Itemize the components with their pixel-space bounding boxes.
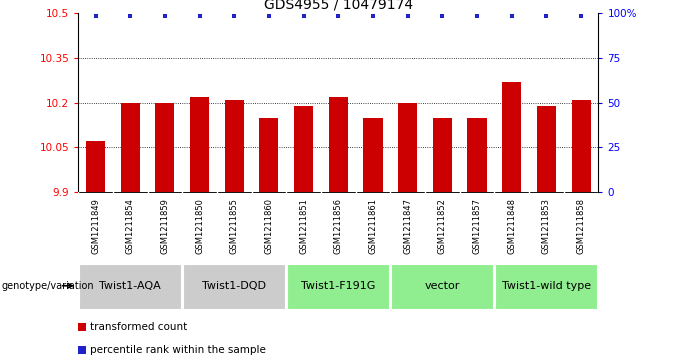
Bar [224, 99, 244, 192]
Bar [190, 97, 209, 192]
Bar [79, 264, 182, 310]
Text: GSM1211854: GSM1211854 [126, 198, 135, 254]
Bar [398, 103, 418, 192]
Text: Twist1-AQA: Twist1-AQA [99, 281, 161, 291]
Bar [467, 118, 487, 192]
Text: GSM1211847: GSM1211847 [403, 198, 412, 254]
Bar [391, 264, 494, 310]
Point [506, 13, 517, 19]
Point [228, 13, 239, 19]
Point [298, 13, 309, 19]
Text: genotype/variation: genotype/variation [1, 281, 94, 291]
Point [124, 13, 135, 19]
Text: GSM1211855: GSM1211855 [230, 198, 239, 254]
Text: GSM1211848: GSM1211848 [507, 198, 516, 254]
Bar [537, 106, 556, 192]
Text: GSM1211853: GSM1211853 [542, 198, 551, 254]
Text: transformed count: transformed count [90, 322, 187, 333]
Text: GSM1211859: GSM1211859 [160, 198, 169, 254]
Bar [78, 323, 86, 331]
Bar [363, 118, 383, 192]
Point [437, 13, 447, 19]
Bar [120, 103, 140, 192]
Title: GDS4955 / 10479174: GDS4955 / 10479174 [264, 0, 413, 12]
Point [90, 13, 101, 19]
Bar [259, 118, 279, 192]
Point [263, 13, 274, 19]
Text: Twist1-F191G: Twist1-F191G [301, 281, 375, 291]
Point [402, 13, 413, 19]
Text: GSM1211858: GSM1211858 [577, 198, 585, 254]
Point [333, 13, 343, 19]
Text: GSM1211856: GSM1211856 [334, 198, 343, 254]
Bar [495, 264, 598, 310]
Text: vector: vector [424, 281, 460, 291]
Bar [287, 264, 390, 310]
Text: GSM1211852: GSM1211852 [438, 198, 447, 254]
Text: percentile rank within the sample: percentile rank within the sample [90, 345, 266, 355]
Text: GSM1211861: GSM1211861 [369, 198, 377, 254]
Point [367, 13, 378, 19]
Bar [183, 264, 286, 310]
Bar [78, 346, 86, 354]
Bar [328, 97, 348, 192]
Point [541, 13, 551, 19]
Text: GSM1211849: GSM1211849 [91, 198, 100, 254]
Text: Twist1-wild type: Twist1-wild type [502, 281, 591, 291]
Bar [571, 99, 591, 192]
Bar [502, 82, 522, 192]
Point [194, 13, 205, 19]
Point [575, 13, 586, 19]
Bar [155, 103, 175, 192]
Text: GSM1211851: GSM1211851 [299, 198, 308, 254]
Text: Twist1-DQD: Twist1-DQD [202, 281, 267, 291]
Text: GSM1211857: GSM1211857 [473, 198, 481, 254]
Text: GSM1211850: GSM1211850 [195, 198, 204, 254]
Point [471, 13, 482, 19]
Bar [432, 118, 452, 192]
Point [159, 13, 170, 19]
Bar [294, 106, 313, 192]
Bar [86, 142, 105, 192]
Text: GSM1211860: GSM1211860 [265, 198, 273, 254]
